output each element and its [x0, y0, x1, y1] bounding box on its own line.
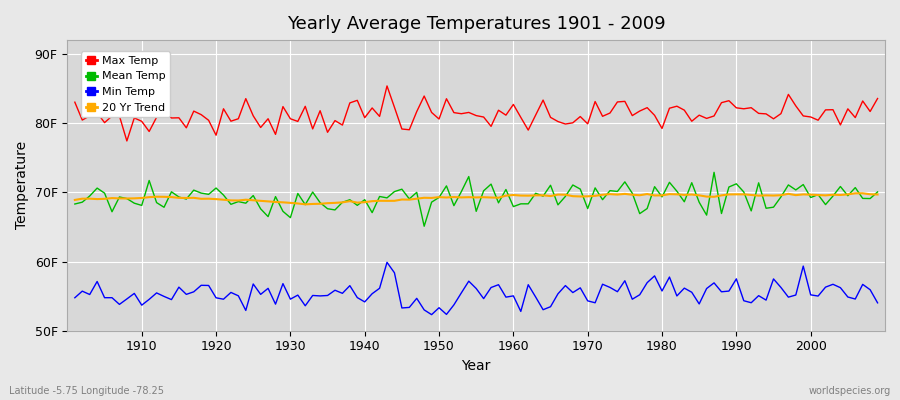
X-axis label: Year: Year: [462, 359, 490, 373]
Title: Yearly Average Temperatures 1901 - 2009: Yearly Average Temperatures 1901 - 2009: [287, 15, 665, 33]
Text: worldspecies.org: worldspecies.org: [809, 386, 891, 396]
Legend: Max Temp, Mean Temp, Min Temp, 20 Yr Trend: Max Temp, Mean Temp, Min Temp, 20 Yr Tre…: [81, 52, 170, 117]
Y-axis label: Temperature: Temperature: [15, 141, 29, 230]
Text: Latitude -5.75 Longitude -78.25: Latitude -5.75 Longitude -78.25: [9, 386, 164, 396]
